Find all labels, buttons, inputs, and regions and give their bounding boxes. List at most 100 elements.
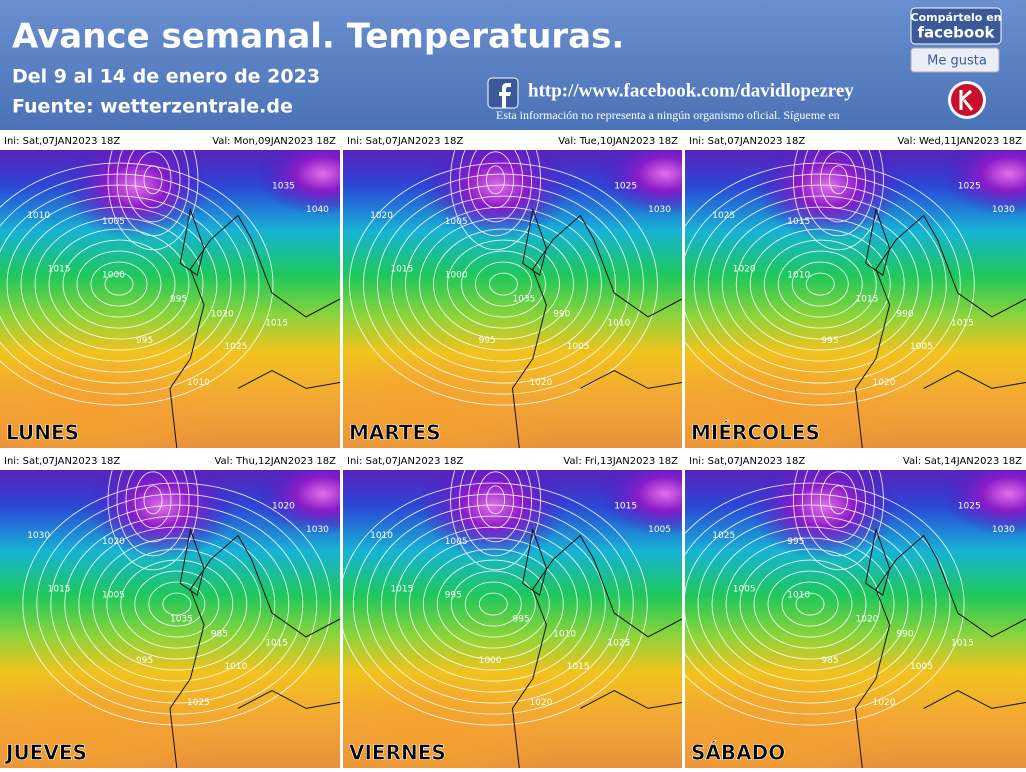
isobar-label: 1005 xyxy=(102,217,125,227)
map: 1010 1015 1005 995 1000 1010 1015 1025 1020 1015 1… xyxy=(292,430,733,768)
map-panel: Ini: Sat,07JAN2023 18Z Val: Thu,12JAN2023… xyxy=(0,430,391,768)
isobar-label: 1010 xyxy=(607,318,630,328)
isobar-label: 1025 xyxy=(614,181,637,191)
valid-time: Val: Sat,14JAN2023 18Z xyxy=(903,456,1022,467)
isobar-label: 1020 xyxy=(856,615,879,625)
day-label: VIERNES xyxy=(349,741,446,765)
isobar-label: 1025 xyxy=(224,342,247,352)
isobar-label: 1015 xyxy=(265,318,288,328)
isobar-label: 1015 xyxy=(614,501,637,511)
isobar-label: 995 xyxy=(821,336,838,346)
isobar-label: 1030 xyxy=(992,525,1015,535)
day-label: MARTES xyxy=(349,421,441,445)
isobar-label: 1020 xyxy=(733,265,756,275)
isobar-label: 995 xyxy=(170,295,187,305)
isobar-label: 1005 xyxy=(648,525,671,535)
isobar-label: 1015 xyxy=(265,638,288,648)
isobar-label: 1020 xyxy=(873,698,896,708)
facebook-icon xyxy=(488,78,518,108)
map-panel: Ini: Sat,07JAN2023 18Z Val: Fri,13JAN2023… xyxy=(292,430,733,768)
map-panel: Ini: Sat,07JAN2023 18Z Val: Sat,14JAN2023… xyxy=(634,430,1026,768)
map: 1025 1005 995 1010 985 990 1005 1015 1020 1025 103… xyxy=(634,430,1026,768)
isobar-label: 1010 xyxy=(224,662,247,672)
isobar-label: 1005 xyxy=(733,585,756,595)
isobar-label: 995 xyxy=(787,537,804,547)
facebook-url[interactable]: http://www.facebook.com/davidlopezrey xyxy=(528,80,854,101)
isobar-label: 1010 xyxy=(27,211,50,221)
isobar-label: 1025 xyxy=(712,531,735,541)
isobar-label: 1030 xyxy=(306,525,329,535)
isobar-label: 995 xyxy=(136,656,153,666)
isobar-label: 1020 xyxy=(102,537,125,547)
day-label: MIÉRCOLES xyxy=(691,421,820,445)
map-panel: Ini: Sat,07JAN2023 18Z Val: Mon,09JAN2023… xyxy=(0,110,391,484)
isobar-label: 1010 xyxy=(370,531,393,541)
isobar-label: 1025 xyxy=(712,211,735,221)
like-text: Me gusta xyxy=(927,54,987,69)
day-label: JUEVES xyxy=(4,741,87,765)
subtitle: Del 9 al 14 de enero de 2023 xyxy=(12,66,320,88)
valid-time: Val: Mon,09JAN2023 18Z xyxy=(212,136,336,147)
day-label: LUNES xyxy=(6,421,79,445)
share-box[interactable]: Compártelo en facebook xyxy=(911,8,1002,44)
isobar-label: 1000 xyxy=(102,271,125,281)
isobar-label: 1005 xyxy=(102,591,125,601)
isobar-label: 1010 xyxy=(187,378,210,388)
valid-time: Val: Fri,13JAN2023 18Z xyxy=(563,456,678,467)
isobar-label: 1025 xyxy=(607,638,630,648)
isobar-label: 1030 xyxy=(648,205,671,215)
isobar-label: 1035 xyxy=(513,295,536,305)
map: 1030 1015 1020 1005 995 985 1010 1015 1025 1020 10… xyxy=(0,430,391,768)
isobar-label: 1005 xyxy=(910,342,933,352)
init-time: Ini: Sat,07JAN2023 18Z xyxy=(689,456,805,467)
isobar-label: 1030 xyxy=(27,531,50,541)
isobar-label: 1035 xyxy=(170,615,193,625)
like-button[interactable]: Me gusta xyxy=(911,48,999,72)
isobar-label: 1005 xyxy=(445,217,468,227)
valid-time: Val: Thu,12JAN2023 18Z xyxy=(214,456,336,467)
init-time: Ini: Sat,07JAN2023 18Z xyxy=(4,456,120,467)
isobar-label: 1015 xyxy=(48,585,71,595)
isobar-label: 990 xyxy=(896,309,913,319)
share-text: Compártelo en xyxy=(911,11,1002,24)
isobar-label: 1015 xyxy=(567,662,590,672)
init-time: Ini: Sat,07JAN2023 18Z xyxy=(4,136,120,147)
isobar-label: 1040 xyxy=(306,205,329,215)
isobar-label: 1010 xyxy=(787,591,810,601)
isobar-label: 1000 xyxy=(479,656,502,666)
share-brand: facebook xyxy=(917,24,995,42)
isobar-label: 1015 xyxy=(787,217,810,227)
init-time: Ini: Sat,07JAN2023 18Z xyxy=(347,136,463,147)
isobar-label: 1005 xyxy=(445,537,468,547)
isobar-label: 1010 xyxy=(553,629,576,639)
isobar-label: 1000 xyxy=(445,271,468,281)
isobar-label: 1015 xyxy=(951,318,974,328)
isobar-label: 1015 xyxy=(48,265,71,275)
isobar-label: 1030 xyxy=(992,205,1015,215)
isobar-label: 1015 xyxy=(390,265,413,275)
isobar-label: 1015 xyxy=(390,585,413,595)
isobar-label: 995 xyxy=(445,591,462,601)
isobar-label: 1010 xyxy=(787,271,810,281)
isobar-label: 1005 xyxy=(567,342,590,352)
isobar-label: 1015 xyxy=(951,638,974,648)
isobar-label: 1005 xyxy=(910,662,933,672)
isobar-label: 995 xyxy=(136,336,153,346)
init-time: Ini: Sat,07JAN2023 18Z xyxy=(689,136,805,147)
isobar-label: 1020 xyxy=(272,501,295,511)
isobar-label: 985 xyxy=(211,629,228,639)
init-time: Ini: Sat,07JAN2023 18Z xyxy=(347,456,463,467)
isobar-label: 1025 xyxy=(958,501,981,511)
isobar-label: 1015 xyxy=(856,295,879,305)
isobar-label: 1025 xyxy=(187,698,210,708)
isobar-label: 985 xyxy=(821,656,838,666)
day-label: SÁBADO xyxy=(691,741,785,765)
isobar-label: 1020 xyxy=(370,211,393,221)
isobar-label: 1035 xyxy=(272,181,295,191)
isobar-label: 1020 xyxy=(873,378,896,388)
isobar-label: 990 xyxy=(896,629,913,639)
isobar-label: 1020 xyxy=(529,698,552,708)
